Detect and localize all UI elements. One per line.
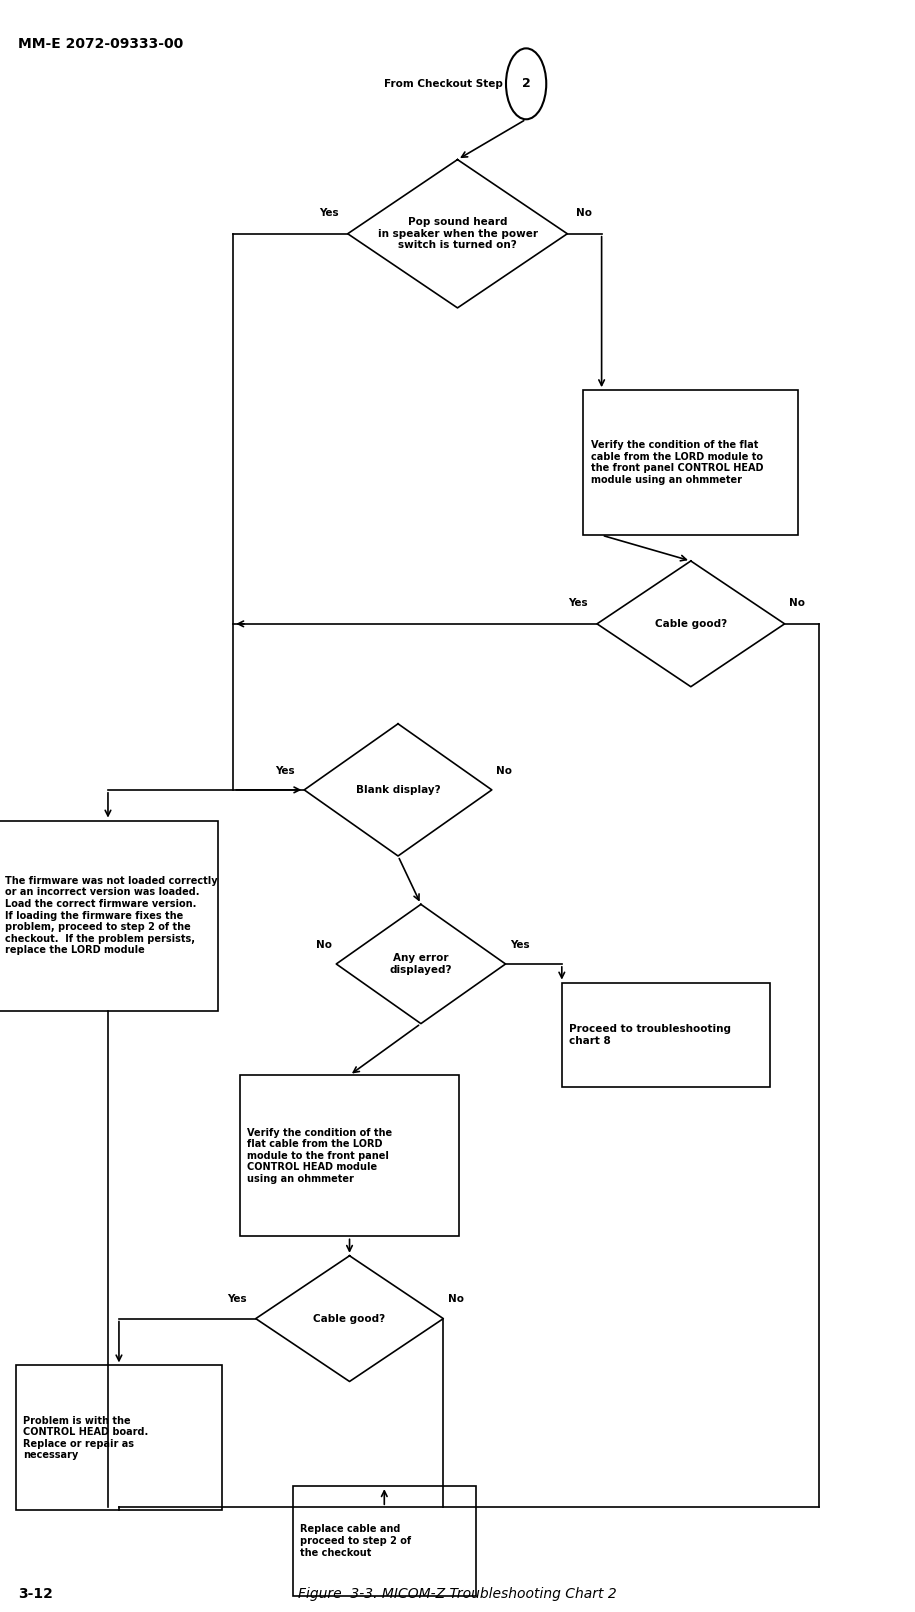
Text: 2: 2 [522,77,531,90]
FancyBboxPatch shape [584,390,798,535]
Text: Proceed to troubleshooting
chart 8: Proceed to troubleshooting chart 8 [569,1024,731,1046]
Text: No: No [789,598,805,608]
Text: No: No [448,1294,464,1304]
Text: Yes: Yes [511,940,530,949]
Text: Cable good?: Cable good? [655,619,727,629]
Text: Yes: Yes [319,208,339,218]
FancyBboxPatch shape [293,1486,476,1596]
Text: Blank display?: Blank display? [356,785,440,795]
Text: Problem is with the
CONTROL HEAD board.
Replace or repair as
necessary: Problem is with the CONTROL HEAD board. … [24,1415,148,1460]
FancyBboxPatch shape [562,982,770,1086]
Text: 3-12: 3-12 [18,1586,53,1601]
Text: Verify the condition of the
flat cable from the LORD
module to the front panel
C: Verify the condition of the flat cable f… [247,1128,393,1183]
Text: Cable good?: Cable good? [314,1314,385,1323]
Text: No: No [496,766,512,775]
Text: Yes: Yes [568,598,587,608]
FancyBboxPatch shape [0,821,218,1011]
Text: No: No [316,940,332,949]
FancyBboxPatch shape [16,1365,221,1510]
Text: The firmware was not loaded correctly
or an incorrect version was loaded.
Load t: The firmware was not loaded correctly or… [5,875,218,956]
FancyBboxPatch shape [240,1075,459,1236]
Text: Any error
displayed?: Any error displayed? [390,953,452,975]
Text: MM-E 2072-09333-00: MM-E 2072-09333-00 [18,37,184,52]
Text: No: No [576,208,592,218]
Text: Replace cable and
proceed to step 2 of
the checkout: Replace cable and proceed to step 2 of t… [300,1525,411,1557]
Text: Pop sound heard
in speaker when the power
switch is turned on?: Pop sound heard in speaker when the powe… [378,218,537,250]
Text: Figure  3-3. MICOM-Z Troubleshooting Chart 2: Figure 3-3. MICOM-Z Troubleshooting Char… [298,1586,617,1601]
Text: Yes: Yes [275,766,296,775]
Text: From Checkout Step: From Checkout Step [384,79,503,89]
Text: Verify the condition of the flat
cable from the LORD module to
the front panel C: Verify the condition of the flat cable f… [591,440,763,485]
Text: Yes: Yes [227,1294,247,1304]
